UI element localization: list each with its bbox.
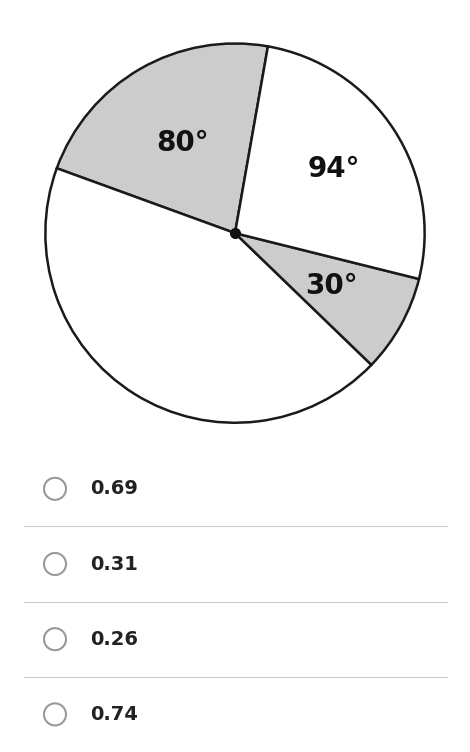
Circle shape [44, 703, 66, 726]
Text: 0.69: 0.69 [90, 479, 138, 499]
Text: 30°: 30° [305, 272, 358, 301]
Wedge shape [235, 233, 419, 365]
Circle shape [44, 628, 66, 650]
Circle shape [44, 478, 66, 500]
Text: 0.26: 0.26 [90, 629, 138, 649]
Circle shape [44, 553, 66, 575]
Wedge shape [57, 44, 268, 233]
Wedge shape [235, 47, 424, 279]
Text: 0.74: 0.74 [90, 705, 138, 724]
Text: 0.31: 0.31 [90, 554, 138, 574]
Wedge shape [46, 168, 371, 423]
Text: 80°: 80° [157, 129, 209, 157]
Text: 94°: 94° [307, 155, 360, 183]
